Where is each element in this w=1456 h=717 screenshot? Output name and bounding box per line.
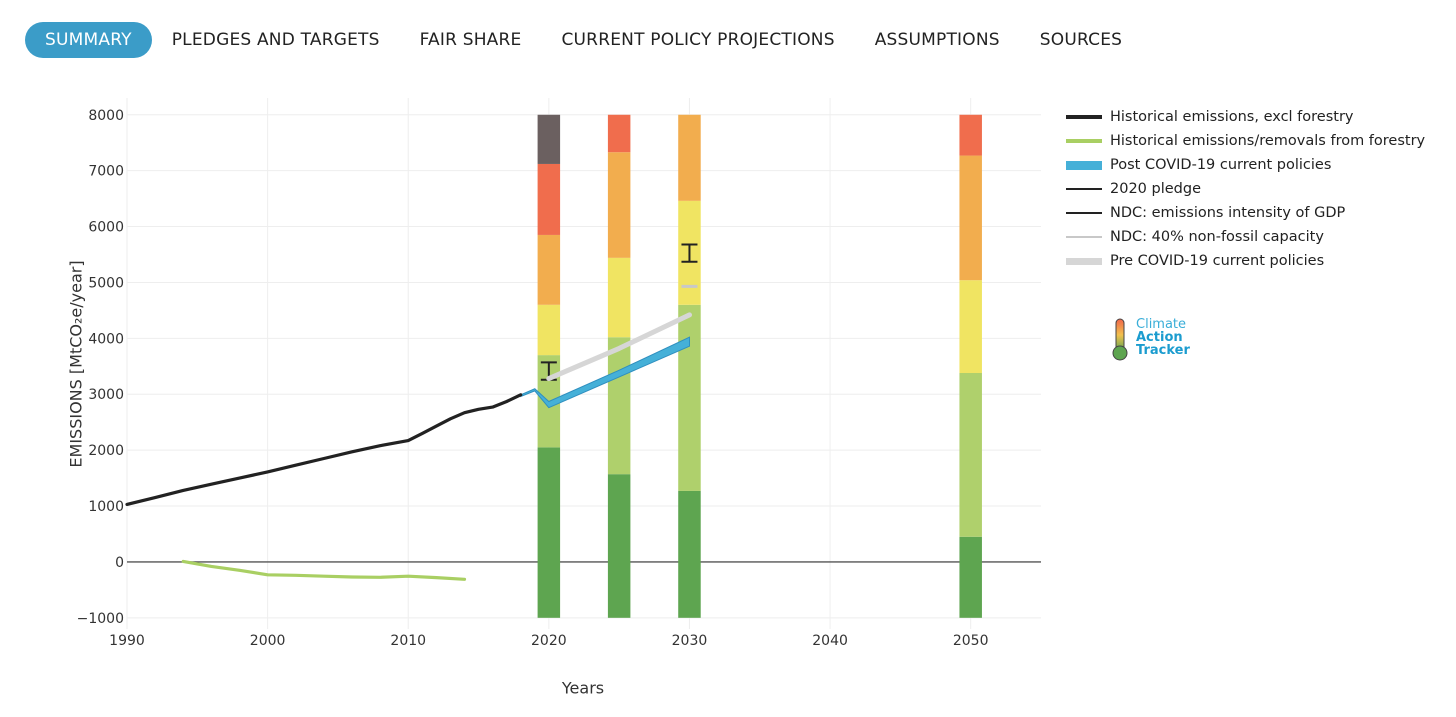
tab-assumptions[interactable]: ASSUMPTIONS — [874, 30, 1000, 50]
legend-item[interactable]: NDC: emissions intensity of GDP — [1066, 201, 1425, 225]
rating-bar-segment — [537, 304, 561, 356]
y-tick-label: 3000 — [88, 387, 124, 403]
legend-item[interactable]: Pre COVID-19 current policies — [1066, 249, 1425, 273]
legend-swatch — [1066, 139, 1102, 143]
rating-bar-segment — [678, 114, 701, 201]
rating-bar-segment — [537, 447, 561, 618]
legend-label: Post COVID-19 current policies — [1110, 157, 1332, 173]
legend-swatch — [1066, 257, 1102, 265]
legend-swatch — [1066, 115, 1102, 119]
legend-swatch — [1066, 160, 1102, 170]
tab-pledges-and-targets[interactable]: PLEDGES AND TARGETS — [171, 30, 380, 50]
logo-line-1: Climate — [1136, 317, 1187, 332]
legend-item[interactable]: NDC: 40% non-fossil capacity — [1066, 225, 1425, 249]
rating-bar-segment — [959, 114, 982, 156]
legend-label: NDC: emissions intensity of GDP — [1110, 205, 1346, 221]
series-line — [546, 312, 692, 382]
rating-bar-segment — [537, 234, 561, 305]
tab-bar: SUMMARY PLEDGES AND TARGETS FAIR SHARE C… — [25, 22, 1142, 58]
legend-swatch — [1066, 211, 1102, 215]
thermometer-icon — [1112, 318, 1128, 361]
series-band — [520, 336, 690, 409]
logo-line-3: Tracker — [1136, 343, 1190, 358]
y-tick-label: 2000 — [88, 443, 124, 459]
rating-bar-segment — [607, 337, 631, 475]
rating-bar-segment — [537, 163, 561, 235]
chart-legend[interactable]: Historical emissions, excl forestry Histo… — [1066, 105, 1425, 273]
climate-action-tracker-logo: Climate Action Tracker — [1110, 318, 1190, 362]
logo-line-2: Action — [1136, 330, 1183, 345]
y-tick-label: 6000 — [88, 220, 124, 236]
legend-label: NDC: 40% non-fossil capacity — [1110, 229, 1324, 245]
rating-bar-segment — [607, 152, 631, 258]
y-axis-title: EMISSIONS [MtCO₂e/year] — [66, 260, 86, 468]
x-tick-label: 2000 — [250, 633, 286, 649]
x-tick-label: 2010 — [390, 633, 426, 649]
x-tick-label: 2040 — [812, 633, 848, 649]
rating-bar-segment — [678, 490, 701, 618]
y-tick-label: −1000 — [77, 611, 124, 627]
rating-bar-segment — [607, 257, 631, 338]
legend-swatch — [1066, 235, 1102, 239]
x-axis-title: Years — [561, 678, 605, 698]
rating-bar-segment — [537, 114, 561, 164]
tab-fair-share[interactable]: FAIR SHARE — [419, 30, 522, 50]
x-tick-label: 1990 — [109, 633, 145, 649]
y-tick-label: 5000 — [88, 275, 124, 291]
x-tick-label: 2050 — [953, 633, 989, 649]
tab-summary[interactable]: SUMMARY — [25, 22, 152, 58]
series-line — [181, 559, 467, 581]
legend-item[interactable]: Historical emissions, excl forestry — [1066, 105, 1425, 129]
rating-bar-segment — [607, 114, 631, 153]
legend-item[interactable]: 2020 pledge — [1066, 177, 1425, 201]
legend-item[interactable]: Historical emissions/removals from fores… — [1066, 129, 1425, 153]
rating-bar-segment — [959, 373, 982, 537]
y-tick-label: 4000 — [88, 331, 124, 347]
y-tick-label: 1000 — [88, 499, 124, 515]
rating-bar-segment — [959, 280, 982, 374]
legend-swatch — [1066, 187, 1102, 191]
legend-label: Historical emissions/removals from fores… — [1110, 133, 1426, 149]
x-tick-label: 2030 — [672, 633, 708, 649]
y-tick-label: 8000 — [88, 108, 124, 124]
tab-sources[interactable]: SOURCES — [1039, 30, 1123, 50]
y-tick-label: 0 — [115, 555, 124, 571]
legend-label: 2020 pledge — [1110, 181, 1201, 197]
x-tick-label: 2020 — [531, 633, 567, 649]
rating-bar-segment — [678, 304, 701, 491]
y-tick-label: 7000 — [88, 164, 124, 180]
rating-bar-segment — [959, 536, 982, 618]
rating-bar-segment — [959, 155, 982, 281]
legend-item[interactable]: Post COVID-19 current policies — [1066, 153, 1425, 177]
legend-label: Historical emissions, excl forestry — [1110, 109, 1354, 125]
series-line — [125, 393, 523, 506]
legend-label: Pre COVID-19 current policies — [1110, 253, 1325, 269]
rating-bar-segment — [607, 474, 631, 618]
tab-current-policy-projections[interactable]: CURRENT POLICY PROJECTIONS — [561, 30, 835, 50]
